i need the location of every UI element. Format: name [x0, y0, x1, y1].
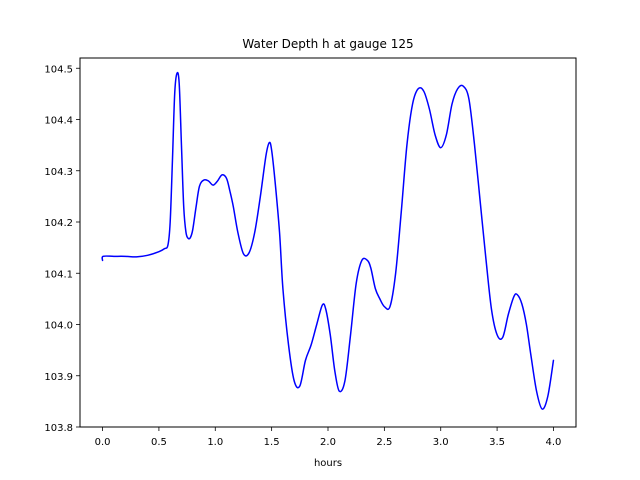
x-tick-label: 2.0: [320, 437, 336, 448]
x-tick-label: 3.0: [433, 437, 449, 448]
x-tick-label: 4.0: [546, 437, 562, 448]
x-tick-label: 1.5: [264, 437, 280, 448]
y-tick-label: 104.3: [44, 167, 73, 178]
x-tick-label: 1.0: [207, 437, 223, 448]
x-tick-label: 2.5: [376, 437, 392, 448]
y-tick-label: 104.2: [44, 218, 73, 229]
x-tick-label: 3.5: [489, 437, 505, 448]
x-tick-label: 0.5: [151, 437, 167, 448]
x-axis: 0.0 0.5 1.0 1.5 2.0 2.5 3.0 3.5 4.0: [95, 427, 562, 448]
chart-title: Water Depth h at gauge 125: [242, 37, 413, 51]
y-tick-label: 104.4: [44, 116, 73, 127]
x-tick-label: 0.0: [95, 437, 111, 448]
y-axis: 103.8 103.9 104.0 104.1 104.2 104.3 104.4 104.5: [44, 64, 80, 434]
y-tick-label: 104.5: [44, 64, 73, 75]
y-tick-label: 103.8: [44, 423, 73, 434]
y-tick-label: 104.1: [44, 269, 73, 280]
y-tick-label: 104.0: [44, 321, 73, 332]
x-axis-title: hours: [314, 458, 342, 469]
y-tick-label: 103.9: [44, 372, 73, 383]
series-line: [101, 71, 555, 410]
